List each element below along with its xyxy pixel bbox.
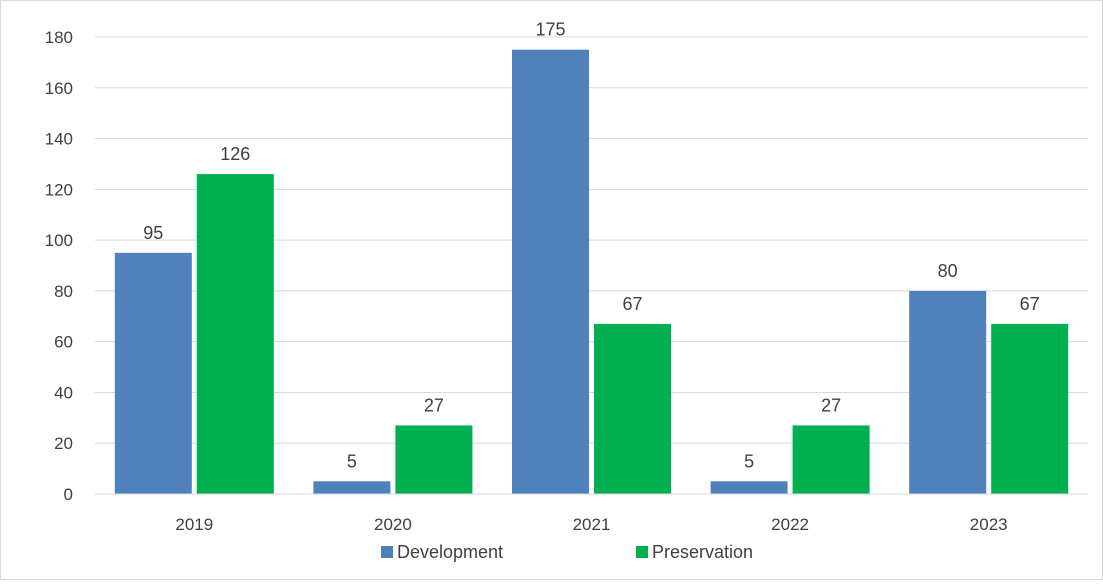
data-label: 67 <box>1020 294 1040 314</box>
data-label: 27 <box>424 395 444 415</box>
data-label: 126 <box>220 144 250 164</box>
data-label: 5 <box>347 451 357 471</box>
y-tick-label: 100 <box>45 231 73 250</box>
legend-label: Development <box>397 542 503 562</box>
y-tick-label: 80 <box>54 282 73 301</box>
data-label: 95 <box>143 223 163 243</box>
bar <box>196 174 274 494</box>
bar <box>313 481 391 494</box>
y-tick-label: 40 <box>54 383 73 402</box>
data-label: 27 <box>821 395 841 415</box>
legend-swatch <box>636 546 648 558</box>
bar <box>991 323 1069 494</box>
legend-swatch <box>381 546 393 558</box>
bar <box>792 425 870 494</box>
data-label: 175 <box>535 20 565 40</box>
y-tick-label: 140 <box>45 130 73 149</box>
x-axis-ticks: 2019 2020 2021 2022 2023 <box>175 515 1007 534</box>
y-tick-label: 0 <box>64 485 73 504</box>
bar <box>395 425 473 494</box>
bar <box>710 481 788 494</box>
x-tick-label: 2022 <box>771 515 809 534</box>
data-label: 67 <box>622 294 642 314</box>
bar <box>114 252 192 494</box>
data-label: 5 <box>744 451 754 471</box>
bar <box>512 49 589 494</box>
legend-label: Preservation <box>652 542 753 562</box>
y-tick-label: 120 <box>45 180 73 199</box>
data-labels: 95 126 5 27 175 67 5 27 80 67 <box>143 20 1039 472</box>
legend: Development Preservation <box>381 542 753 562</box>
x-tick-label: 2023 <box>970 515 1008 534</box>
x-tick-label: 2019 <box>175 515 213 534</box>
y-axis-ticks: 0 20 40 60 80 100 120 140 160 180 <box>45 28 73 504</box>
y-tick-label: 60 <box>54 333 73 352</box>
y-tick-label: 160 <box>45 79 73 98</box>
y-tick-label: 20 <box>54 434 73 453</box>
bars <box>114 49 1069 494</box>
data-label: 80 <box>938 261 958 281</box>
bar <box>909 290 987 494</box>
y-tick-label: 180 <box>45 28 73 47</box>
x-tick-label: 2021 <box>573 515 611 534</box>
x-tick-label: 2020 <box>374 515 412 534</box>
bar <box>594 323 671 494</box>
